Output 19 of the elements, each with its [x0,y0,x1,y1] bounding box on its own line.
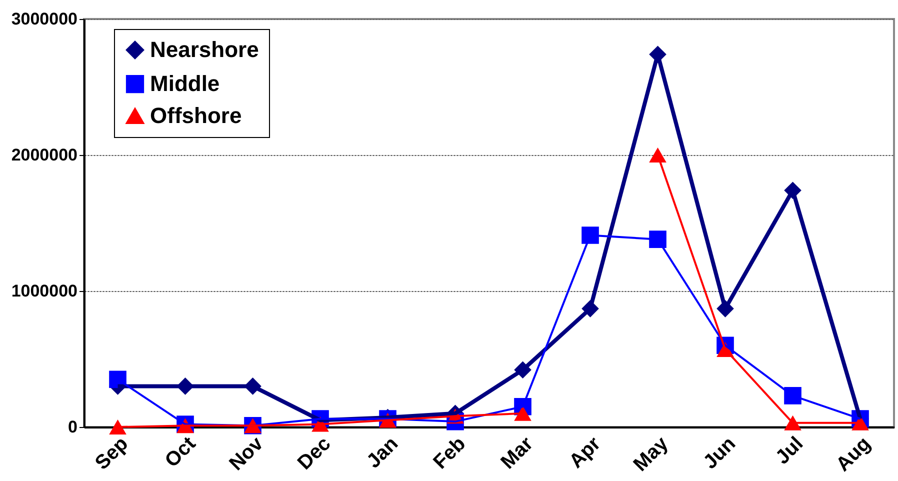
x-tick-label: Sep [91,432,133,474]
x-tick-label: Nov [225,432,268,476]
x-tick-label: Jun [699,432,740,474]
x-tick-label: May [630,432,674,476]
x-tick-label: Oct [160,432,200,472]
y-tick-label: 0 [68,418,78,436]
legend-label: Middle [150,71,220,96]
legend-label: Offshore [150,103,242,128]
x-tick-label: Apr [565,432,606,473]
y-tick-label: 1000000 [11,282,78,300]
x-tick-label: Jul [772,432,808,469]
x-tick-label: Feb [429,432,470,474]
y-tick-label: 2000000 [11,146,78,164]
x-tick-label: Jan [362,432,403,473]
y-tick-label: 3000000 [11,10,78,28]
x-tick-label: Mar [496,432,538,474]
legend-label: Nearshore [150,37,259,62]
x-tick-label: Aug [832,432,876,476]
x-tick-label: Dec [294,432,336,474]
